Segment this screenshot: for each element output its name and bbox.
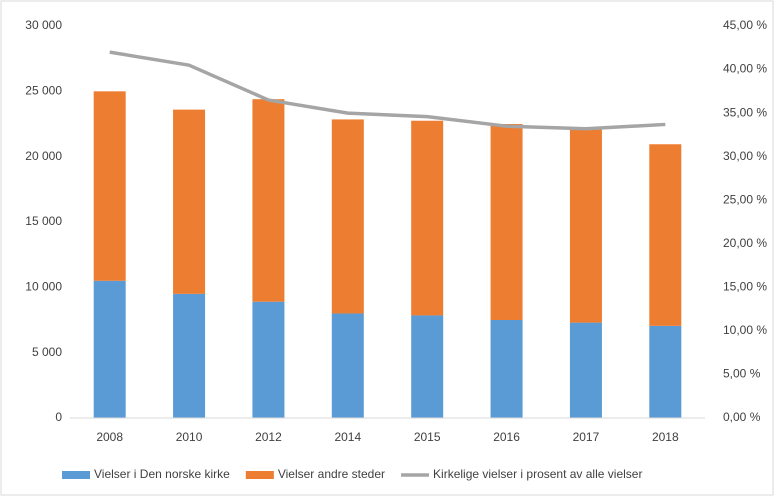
x-tick-label: 2008	[96, 430, 123, 444]
bar	[649, 144, 682, 326]
bar	[649, 325, 682, 418]
x-tick-label: 2016	[493, 430, 520, 444]
y-tick-label: 5 000	[32, 345, 62, 359]
legend-label: Kirkelige vielser i prosent av alle viel…	[433, 467, 642, 481]
y2-tick-label: 35,00 %	[723, 105, 767, 119]
y-tick-label: 15 000	[25, 214, 62, 228]
legend-label: Vielser andre steder	[278, 467, 385, 481]
x-tick-label: 2017	[573, 430, 600, 444]
y-tick-label: 10 000	[25, 280, 62, 294]
bar	[490, 124, 523, 320]
y2-tick-label: 5,00 %	[723, 367, 761, 381]
bar	[569, 322, 602, 418]
x-tick-label: 2018	[652, 430, 679, 444]
bar	[411, 120, 444, 316]
bar	[331, 119, 364, 314]
bar	[173, 109, 206, 294]
bar	[173, 293, 206, 418]
bar	[331, 313, 364, 418]
bar	[569, 129, 602, 323]
bar	[93, 91, 126, 281]
y2-tick-label: 0,00 %	[723, 410, 761, 424]
legend-swatch	[245, 471, 274, 479]
bar	[93, 280, 126, 418]
y-tick-label: 0	[55, 410, 62, 424]
y2-tick-label: 20,00 %	[723, 236, 767, 250]
x-tick-label: 2015	[414, 430, 441, 444]
x-tick-label: 2012	[255, 430, 282, 444]
x-tick-label: 2014	[334, 430, 361, 444]
y2-tick-label: 25,00 %	[723, 192, 767, 206]
bar	[411, 315, 444, 418]
y-tick-label: 30 000	[25, 18, 62, 32]
line	[109, 50, 666, 131]
y-tick-label: 25 000	[25, 84, 62, 98]
legend-swatch	[62, 471, 90, 479]
bar	[490, 320, 523, 418]
bar	[252, 99, 285, 302]
y2-tick-label: 10,00 %	[723, 323, 767, 337]
y2-tick-label: 15,00 %	[723, 280, 767, 294]
y2-tick-label: 45,00 %	[723, 18, 767, 32]
bar	[252, 301, 285, 418]
y2-tick-label: 40,00 %	[723, 62, 767, 76]
y2-tick-label: 30,00 %	[723, 149, 767, 163]
y-tick-label: 20 000	[25, 149, 62, 163]
x-tick-label: 2010	[176, 430, 203, 444]
legend-label: Vielser i Den norske kirke	[94, 467, 230, 481]
